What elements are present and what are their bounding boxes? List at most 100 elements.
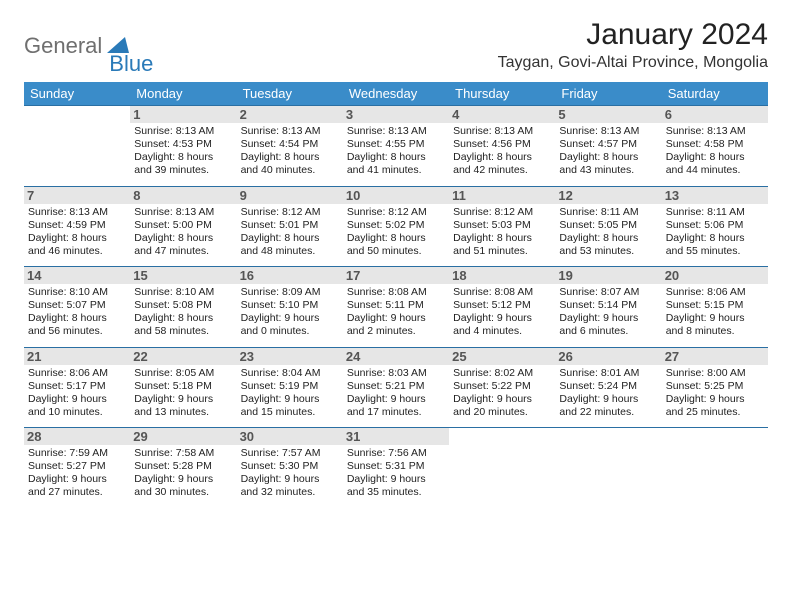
day-cell: 8Sunrise: 8:13 AMSunset: 5:00 PMDaylight…	[130, 186, 236, 267]
sunset-line: Sunset: 5:01 PM	[241, 219, 339, 232]
day-number: 1	[130, 106, 236, 123]
week-row: 1Sunrise: 8:13 AMSunset: 4:53 PMDaylight…	[24, 105, 768, 186]
sunrise-line: Sunrise: 8:13 AM	[241, 125, 339, 138]
sunset-line: Sunset: 5:12 PM	[453, 299, 551, 312]
daylight-line: Daylight: 9 hours and 0 minutes.	[241, 312, 339, 338]
daylight-line: Daylight: 8 hours and 53 minutes.	[559, 232, 657, 258]
sunset-line: Sunset: 5:28 PM	[134, 460, 232, 473]
day-number: 13	[662, 187, 768, 204]
day-number: 2	[237, 106, 343, 123]
day-number: 3	[343, 106, 449, 123]
sunrise-line: Sunrise: 8:13 AM	[453, 125, 551, 138]
day-cell: 31Sunrise: 7:56 AMSunset: 5:31 PMDayligh…	[343, 427, 449, 508]
sunset-line: Sunset: 5:30 PM	[241, 460, 339, 473]
daylight-line: Daylight: 8 hours and 42 minutes.	[453, 151, 551, 177]
day-cell: 24Sunrise: 8:03 AMSunset: 5:21 PMDayligh…	[343, 347, 449, 428]
day-number: 14	[24, 267, 130, 284]
day-number: 18	[449, 267, 555, 284]
daylight-line: Daylight: 8 hours and 44 minutes.	[666, 151, 764, 177]
daylight-line: Daylight: 8 hours and 55 minutes.	[666, 232, 764, 258]
daylight-line: Daylight: 9 hours and 32 minutes.	[241, 473, 339, 499]
day-number: 4	[449, 106, 555, 123]
daylight-line: Daylight: 9 hours and 4 minutes.	[453, 312, 551, 338]
sunset-line: Sunset: 5:31 PM	[347, 460, 445, 473]
sunset-line: Sunset: 5:11 PM	[347, 299, 445, 312]
day-cell	[24, 105, 130, 186]
col-monday: Monday	[130, 82, 236, 105]
sunrise-line: Sunrise: 7:58 AM	[134, 447, 232, 460]
location-label: Taygan, Govi-Altai Province, Mongolia	[498, 54, 768, 72]
day-cell: 25Sunrise: 8:02 AMSunset: 5:22 PMDayligh…	[449, 347, 555, 428]
daylight-line: Daylight: 9 hours and 6 minutes.	[559, 312, 657, 338]
day-cell: 26Sunrise: 8:01 AMSunset: 5:24 PMDayligh…	[555, 347, 661, 428]
sunrise-line: Sunrise: 8:02 AM	[453, 367, 551, 380]
col-friday: Friday	[555, 82, 661, 105]
daylight-line: Daylight: 8 hours and 40 minutes.	[241, 151, 339, 177]
brand-text-blue: Blue	[109, 51, 153, 77]
day-cell: 23Sunrise: 8:04 AMSunset: 5:19 PMDayligh…	[237, 347, 343, 428]
day-cell: 1Sunrise: 8:13 AMSunset: 4:53 PMDaylight…	[130, 105, 236, 186]
day-number: 5	[555, 106, 661, 123]
day-number: 24	[343, 348, 449, 365]
daylight-line: Daylight: 9 hours and 25 minutes.	[666, 393, 764, 419]
day-number: 30	[237, 428, 343, 445]
day-cell: 18Sunrise: 8:08 AMSunset: 5:12 PMDayligh…	[449, 266, 555, 347]
sunset-line: Sunset: 5:21 PM	[347, 380, 445, 393]
day-number: 9	[237, 187, 343, 204]
day-cell: 16Sunrise: 8:09 AMSunset: 5:10 PMDayligh…	[237, 266, 343, 347]
sunrise-line: Sunrise: 8:12 AM	[453, 206, 551, 219]
daylight-line: Daylight: 9 hours and 35 minutes.	[347, 473, 445, 499]
sunrise-line: Sunrise: 8:13 AM	[28, 206, 126, 219]
sunset-line: Sunset: 5:18 PM	[134, 380, 232, 393]
sunset-line: Sunset: 5:03 PM	[453, 219, 551, 232]
day-cell: 7Sunrise: 8:13 AMSunset: 4:59 PMDaylight…	[24, 186, 130, 267]
day-cell: 29Sunrise: 7:58 AMSunset: 5:28 PMDayligh…	[130, 427, 236, 508]
sunset-line: Sunset: 4:56 PM	[453, 138, 551, 151]
sunset-line: Sunset: 5:08 PM	[134, 299, 232, 312]
sunrise-line: Sunrise: 8:05 AM	[134, 367, 232, 380]
sunset-line: Sunset: 5:07 PM	[28, 299, 126, 312]
sunset-line: Sunset: 5:17 PM	[28, 380, 126, 393]
sunrise-line: Sunrise: 8:06 AM	[28, 367, 126, 380]
col-tuesday: Tuesday	[237, 82, 343, 105]
day-number: 21	[24, 348, 130, 365]
daylight-line: Daylight: 9 hours and 13 minutes.	[134, 393, 232, 419]
sunrise-line: Sunrise: 8:04 AM	[241, 367, 339, 380]
day-number: 26	[555, 348, 661, 365]
daylight-line: Daylight: 8 hours and 51 minutes.	[453, 232, 551, 258]
header: General Blue January 2024 Taygan, Govi-A…	[24, 18, 768, 72]
daylight-line: Daylight: 9 hours and 27 minutes.	[28, 473, 126, 499]
sunrise-line: Sunrise: 7:56 AM	[347, 447, 445, 460]
sunset-line: Sunset: 5:15 PM	[666, 299, 764, 312]
daylight-line: Daylight: 9 hours and 10 minutes.	[28, 393, 126, 419]
daylight-line: Daylight: 8 hours and 50 minutes.	[347, 232, 445, 258]
day-number: 15	[130, 267, 236, 284]
day-cell	[555, 427, 661, 508]
day-cell: 10Sunrise: 8:12 AMSunset: 5:02 PMDayligh…	[343, 186, 449, 267]
sunset-line: Sunset: 5:19 PM	[241, 380, 339, 393]
day-number: 22	[130, 348, 236, 365]
day-cell: 20Sunrise: 8:06 AMSunset: 5:15 PMDayligh…	[662, 266, 768, 347]
sunset-line: Sunset: 4:57 PM	[559, 138, 657, 151]
sunset-line: Sunset: 4:58 PM	[666, 138, 764, 151]
day-number: 10	[343, 187, 449, 204]
month-title: January 2024	[498, 18, 768, 52]
sunrise-line: Sunrise: 8:12 AM	[347, 206, 445, 219]
sunrise-line: Sunrise: 8:11 AM	[666, 206, 764, 219]
day-number: 28	[24, 428, 130, 445]
day-cell: 6Sunrise: 8:13 AMSunset: 4:58 PMDaylight…	[662, 105, 768, 186]
day-cell: 11Sunrise: 8:12 AMSunset: 5:03 PMDayligh…	[449, 186, 555, 267]
col-sunday: Sunday	[24, 82, 130, 105]
daylight-line: Daylight: 8 hours and 43 minutes.	[559, 151, 657, 177]
daylight-line: Daylight: 8 hours and 46 minutes.	[28, 232, 126, 258]
daylight-line: Daylight: 8 hours and 58 minutes.	[134, 312, 232, 338]
sunset-line: Sunset: 5:14 PM	[559, 299, 657, 312]
day-cell: 5Sunrise: 8:13 AMSunset: 4:57 PMDaylight…	[555, 105, 661, 186]
day-cell: 14Sunrise: 8:10 AMSunset: 5:07 PMDayligh…	[24, 266, 130, 347]
col-wednesday: Wednesday	[343, 82, 449, 105]
sunrise-line: Sunrise: 7:57 AM	[241, 447, 339, 460]
day-number: 20	[662, 267, 768, 284]
daylight-line: Daylight: 9 hours and 17 minutes.	[347, 393, 445, 419]
day-cell: 19Sunrise: 8:07 AMSunset: 5:14 PMDayligh…	[555, 266, 661, 347]
sunset-line: Sunset: 5:22 PM	[453, 380, 551, 393]
